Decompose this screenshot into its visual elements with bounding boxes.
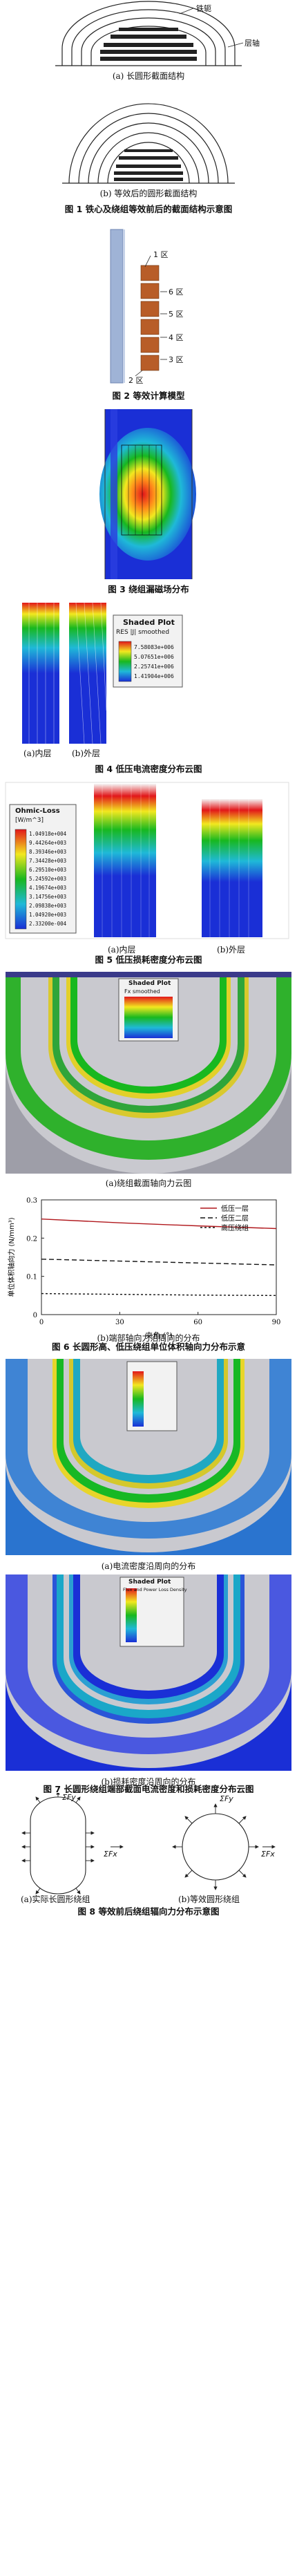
- fig5-legend-value: 2.09838e+003: [29, 903, 67, 909]
- fig3-caption: 图 3 绕组漏磁场分布: [108, 584, 189, 594]
- fig4-legend-value: 2.25741e+006: [134, 664, 174, 670]
- fig1-circular-section: [62, 103, 235, 184]
- fig4-caption: 图 4 低压电流密度分布云图: [95, 764, 202, 774]
- fig7-loss-density-map: [6, 1574, 291, 1771]
- chart-xtick-label: 30: [115, 1319, 124, 1326]
- fig1-caption: 图 1 铁心及绕组等效前后的截面结构示意图: [64, 204, 233, 214]
- fig6-axial-force-map: [6, 972, 291, 1174]
- chart-xlabel: 夹角 (°): [145, 1331, 173, 1340]
- fig6-subcaption-b: (b)端部轴向力沿周向的分布: [97, 1333, 200, 1343]
- fig2-zone-4: 4 区: [169, 333, 184, 342]
- fig6-subcaption-a: (a)绕组截面轴向力云图: [105, 1178, 192, 1188]
- fig5-legend-unit: [W/m^3]: [15, 817, 44, 824]
- fig3-leakage-field: [99, 409, 196, 579]
- fig5-loss-density: [5, 782, 289, 939]
- fig4-legend-title: Shaded Plot: [123, 618, 175, 627]
- fig4-subcaption-a: (a)内层: [23, 749, 52, 758]
- fig1-label-core: 铁轭: [196, 4, 211, 13]
- fig7-subcaption-a: (a)电流密度沿周向的分布: [101, 1561, 196, 1571]
- chart-legend-label: 低压二层: [221, 1214, 249, 1223]
- fig1-subcaption-a: (a) 长圆形截面结构: [112, 71, 185, 81]
- fig8-label-fx-a: ΣFx: [104, 1850, 117, 1859]
- chart-series-line: [41, 1292, 277, 1297]
- fig1-label-winding: 层轴: [245, 39, 260, 48]
- fig8-subcaption-b: (b)等效圆形绕组: [178, 1895, 240, 1904]
- fig2-zone-6: 6 区: [169, 288, 184, 297]
- fig5-legend-value: 5.24592e+003: [29, 876, 67, 882]
- fig4-legend-values: 7.58083e+006 5.07651e+006 2.25741e+006 1…: [134, 643, 174, 681]
- fig5-subcaption-b: (b)外层: [217, 945, 246, 955]
- fig1-oblong-section: [55, 1, 244, 66]
- chart-legend-label: 高压绕组: [221, 1223, 249, 1232]
- fig4-current-density: [22, 602, 183, 744]
- fig2-caption: 图 2 等效计算模型: [112, 391, 185, 401]
- fig4-legend-value: 7.58083e+006: [134, 644, 174, 650]
- fig4-legend-sub: RES |J| smoothed: [116, 629, 170, 636]
- chart-xtick-label: 0: [39, 1319, 44, 1326]
- figure-1: 铁轭 层轴 (a) 长圆形截面结构 (b) 等效后的圆形截面结构 图 1 铁心及…: [0, 0, 297, 225]
- fig5-legend-values: 1.04918e+004 9.44264e+003 8.39346e+003 7…: [29, 829, 66, 928]
- chart-xtick-label: 90: [272, 1319, 281, 1326]
- fig5-legend-value: 2.33200e-004: [29, 921, 67, 927]
- fig5-legend-value: 1.04918e+004: [29, 831, 67, 837]
- fig5-legend-value: 8.39346e+003: [29, 849, 67, 855]
- fig2-zone-3: 3 区: [169, 355, 184, 364]
- figure-4: Shaded Plot RES |J| smoothed 7.58083e+00…: [0, 600, 297, 780]
- fig2-model: [110, 229, 167, 384]
- fig6-legend-sub: Fx smoothed: [124, 988, 160, 995]
- chart-series-line: [41, 1218, 277, 1230]
- fig8-subcaption-a: (a)实际长圆形绕组: [21, 1895, 90, 1904]
- fig6-caption: 图 6 长圆形高、低压绕组单位体积轴向力分布示意: [52, 1342, 245, 1352]
- fig2-zone-2: 2 区: [128, 376, 144, 385]
- fig5-legend-value: 4.19674e+003: [29, 885, 67, 891]
- figure-2: 1 区 6 区 5 区 4 区 3 区 2 区 图 2 等效计算模型: [0, 225, 297, 406]
- fig6-legend-title: Shaded Plot: [128, 980, 171, 987]
- fig5-legend-value: 6.29510e+003: [29, 867, 67, 873]
- chart-plot-frame: [41, 1199, 277, 1315]
- fig4-legend-value: 5.07651e+006: [134, 654, 174, 660]
- figure-7: (a)电流密度沿周向的分布: [0, 1357, 297, 1793]
- fig7-legend-sub: Flux and Power Loss Density: [123, 1587, 187, 1592]
- chart-ylabel: 单位体积轴向力 (N/mm³): [7, 1217, 16, 1297]
- fig1-subcaption-b: (b) 等效后的圆形截面结构: [99, 189, 198, 198]
- chart-series-line: [41, 1259, 277, 1266]
- fig4-legend-value: 1.41904e+006: [134, 673, 174, 679]
- fig7-subcaption-b: (b)损耗密度沿周向的分布: [101, 1777, 196, 1787]
- fig2-zone-5: 5 区: [169, 310, 184, 319]
- figure-8: ΣFy ΣFx ΣFy ΣFx (a)实际长圆形绕组 (b)等效圆形绕组 图 8…: [0, 1793, 297, 1919]
- chart-legend-label: 低压一层: [221, 1204, 249, 1213]
- figure-5: Ohmic-Loss [W/m^3] 1.04918e+004 9.44264e…: [0, 780, 297, 970]
- fig5-legend-value: 1.04920e+003: [29, 912, 67, 918]
- fig2-zone-1: 1 区: [153, 250, 169, 259]
- chart-ytick-label: 0.3: [26, 1197, 37, 1205]
- fig7-legend-title: Shaded Plot: [128, 1579, 171, 1586]
- chart-xtick-label: 60: [193, 1319, 202, 1326]
- fig5-caption: 图 5 低压损耗密度分布云图: [95, 955, 202, 965]
- fig4-subcaption-b: (b)外层: [72, 749, 101, 758]
- fig8-label-fy-a: ΣFy: [62, 1793, 76, 1802]
- chart-ytick-label: 0: [33, 1312, 37, 1319]
- fig5-subcaption-a: (a)内层: [108, 945, 136, 955]
- fig8-radial-force: [21, 1793, 276, 1895]
- fig8-caption: 图 8 等效前后绕组辐向力分布示意图: [77, 1906, 220, 1917]
- fig5-legend-value: 3.14756e+003: [29, 894, 67, 900]
- chart-ytick-label: 0.2: [26, 1235, 37, 1243]
- fig8-label-fx-b: ΣFx: [261, 1850, 275, 1859]
- fig5-legend-value: 7.34428e+003: [29, 858, 67, 864]
- fig7-caption: 图 7 长圆形绕组端部截面电流密度和损耗密度分布云图: [43, 1784, 254, 1793]
- fig5-legend-title: Ohmic-Loss: [15, 807, 60, 815]
- fig5-legend-value: 9.44264e+003: [29, 840, 67, 846]
- fig8-label-fy-b: ΣFy: [220, 1794, 233, 1803]
- figure-6: Shaded Plot Fx smoothed (a)绕组截面轴向力云图 0 0.…: [0, 970, 297, 1357]
- figure-3: 图 3 绕组漏磁场分布: [0, 406, 297, 600]
- paper-page: 铁轭 层轴 (a) 长圆形截面结构 (b) 等效后的圆形截面结构 图 1 铁心及…: [0, 0, 297, 1919]
- chart-ytick-label: 0.1: [26, 1274, 37, 1281]
- fig7-current-density-map: [6, 1359, 291, 1555]
